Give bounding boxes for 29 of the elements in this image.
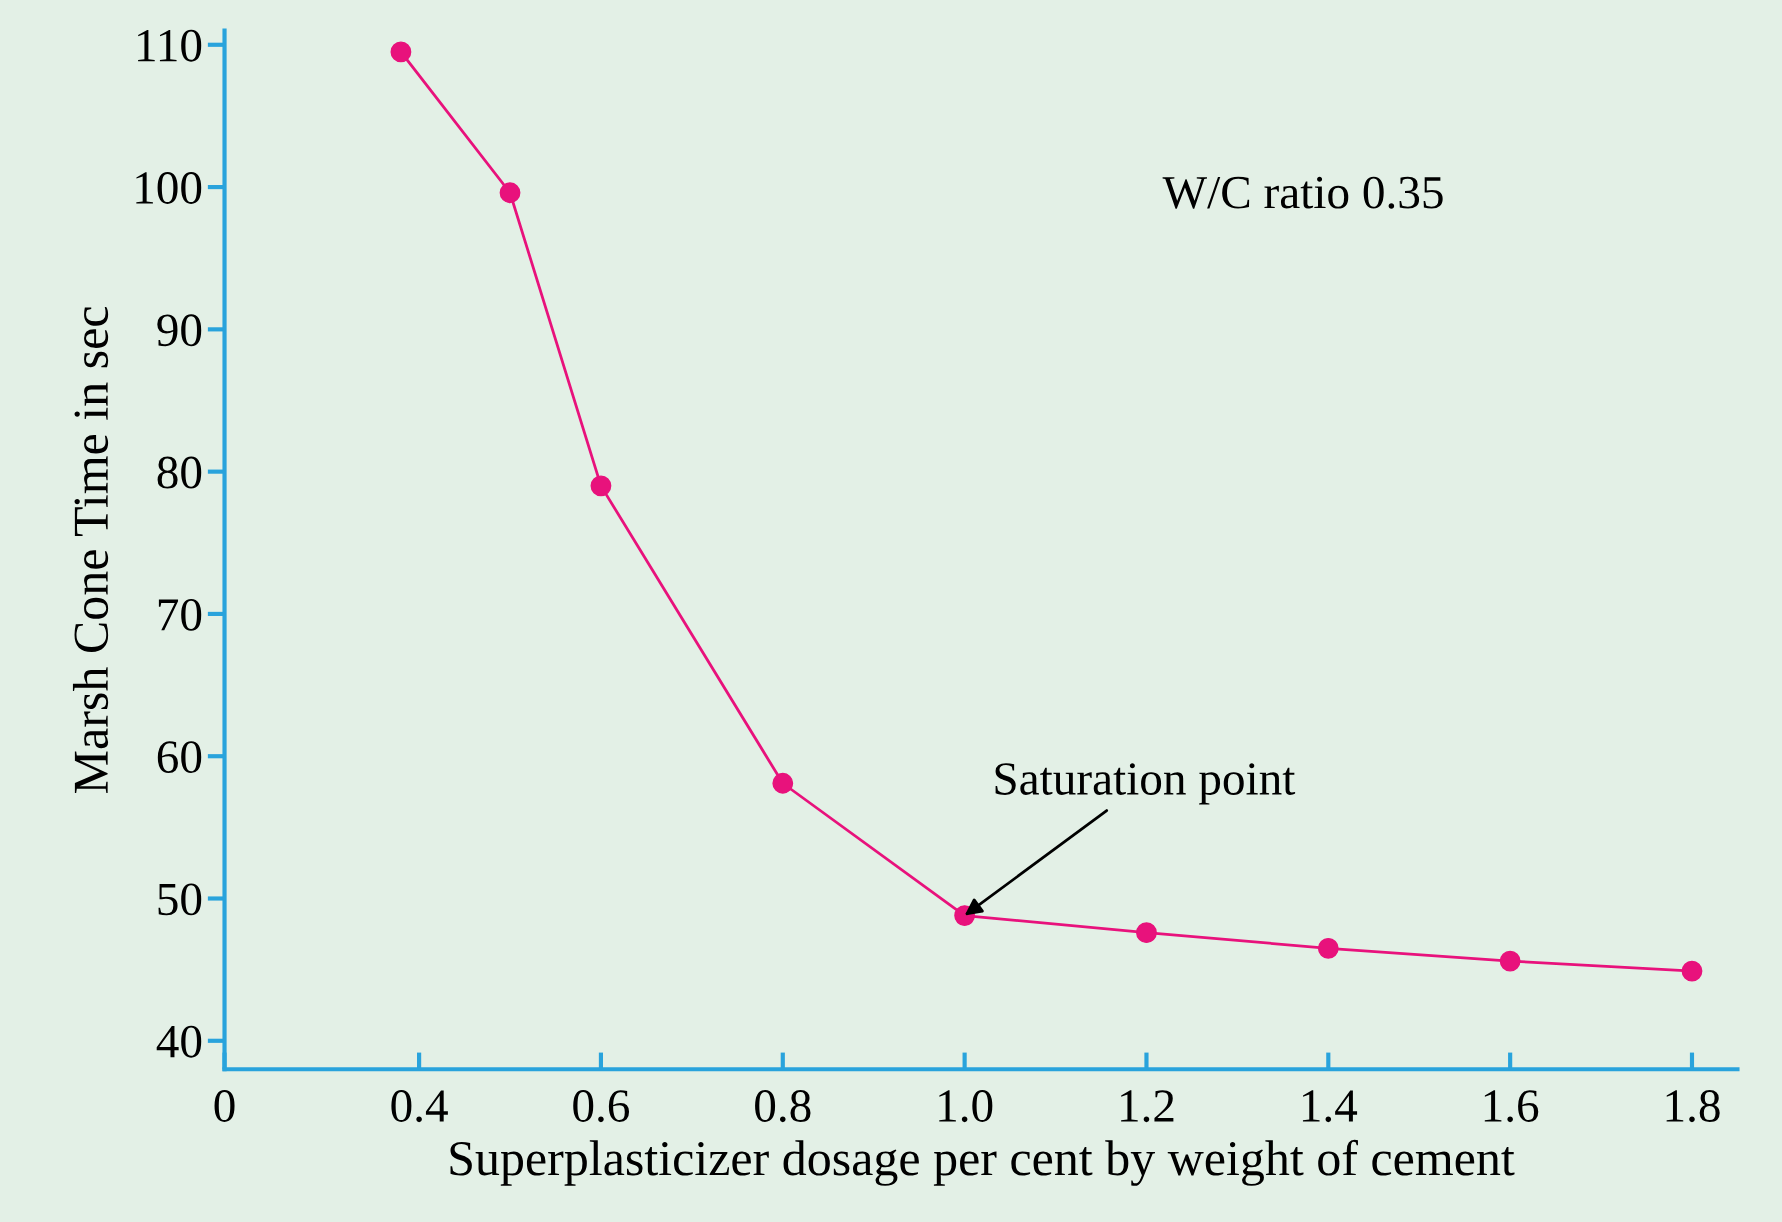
x-tick-label: 1.6 [1484, 1090, 1539, 1123]
point [1136, 922, 1157, 944]
point [499, 182, 521, 204]
y-tick-label: 100 [136, 172, 202, 204]
x-tick-label: 0.8 [755, 1090, 811, 1123]
y-axis-title: Marsh Cone Time in sec [72, 306, 109, 793]
x-tick-label: 1.2 [1121, 1090, 1174, 1123]
y-tick-label: 50 [158, 883, 202, 916]
x-tick-label: 0.6 [573, 1090, 630, 1123]
x-tick-label: 1.8 [1666, 1090, 1720, 1123]
x-tick-label: 0.4 [391, 1090, 448, 1123]
x-tick-label: 1.4 [1302, 1090, 1358, 1123]
y-tick-label: 90 [157, 314, 202, 347]
y-tick-label: 110 [138, 29, 202, 62]
point [772, 772, 794, 794]
y-tick-label: 40 [156, 1025, 202, 1058]
x-tick-label: 1.0 [939, 1090, 993, 1123]
y-tick-label: 80 [157, 456, 202, 489]
y-tick-label: 70 [158, 598, 202, 631]
point [1681, 960, 1703, 982]
point [1499, 950, 1521, 972]
annotation: W/C ratio 0.35 [1162, 176, 1443, 209]
x-axis-title: Superplasticizer dosage per cent by weight of cement [450, 1139, 1515, 1186]
point [1317, 937, 1339, 959]
y-tick-label: 60 [157, 741, 202, 774]
point [590, 475, 612, 497]
annotation: Saturation point [995, 763, 1296, 805]
x-tick-label: 0 [214, 1090, 235, 1122]
point [390, 41, 412, 63]
